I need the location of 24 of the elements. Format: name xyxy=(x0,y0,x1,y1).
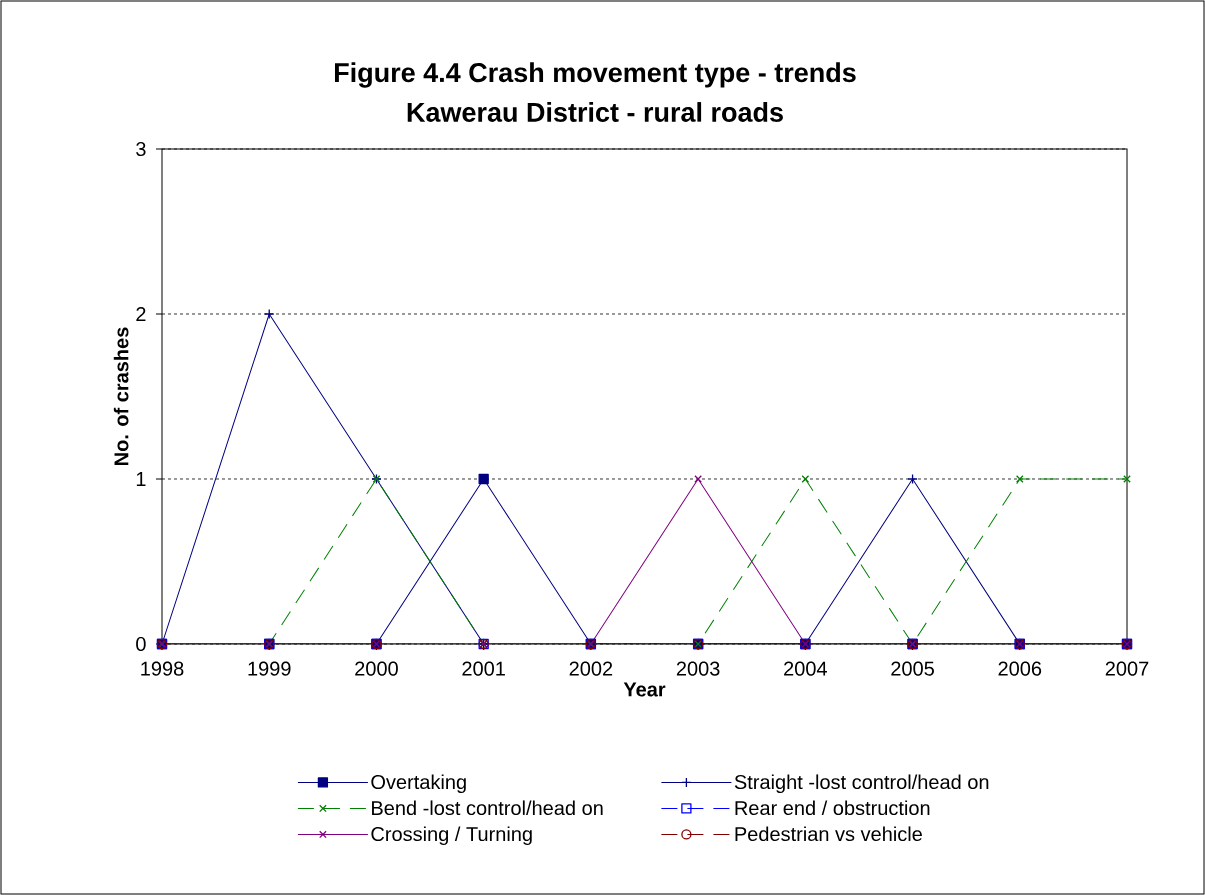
x-tick-label: 2004 xyxy=(784,661,827,676)
legend-label: Bend -lost control/head on xyxy=(372,800,603,816)
y-axis-title: No. of crashes xyxy=(113,327,129,465)
y-tick-label: 2 xyxy=(136,307,146,321)
x-tick-label: 2003 xyxy=(676,661,720,676)
legend-label: Overtaking xyxy=(371,774,466,794)
x-tick-label: 1998 xyxy=(141,661,184,676)
x-tick-label: 2002 xyxy=(569,661,613,676)
legend-label: Crossing / Turning xyxy=(371,826,532,846)
legend-label: Pedestrian vs vehicle xyxy=(735,826,922,842)
x-axis-title: Year xyxy=(623,682,666,697)
x-tick-label: 2001 xyxy=(462,661,505,676)
x-tick-label: 2000 xyxy=(355,661,398,676)
x-tick-label: 2005 xyxy=(891,661,934,676)
chart-title: Figure 4.4 Crash movement type - trends xyxy=(334,62,856,88)
legend-label: Rear end / obstruction xyxy=(735,800,930,816)
x-tick-label: 1999 xyxy=(248,661,291,676)
x-tick-label: 2006 xyxy=(998,661,1042,676)
legend-label: Straight -lost control/head on xyxy=(734,774,989,794)
chart-subtitle: Kawerau District - rural roads xyxy=(407,102,783,122)
y-tick-label: 3 xyxy=(136,141,146,157)
x-tick-label: 2007 xyxy=(1105,661,1149,676)
y-tick-label: 0 xyxy=(136,636,146,652)
y-tick-label: 1 xyxy=(136,472,146,486)
